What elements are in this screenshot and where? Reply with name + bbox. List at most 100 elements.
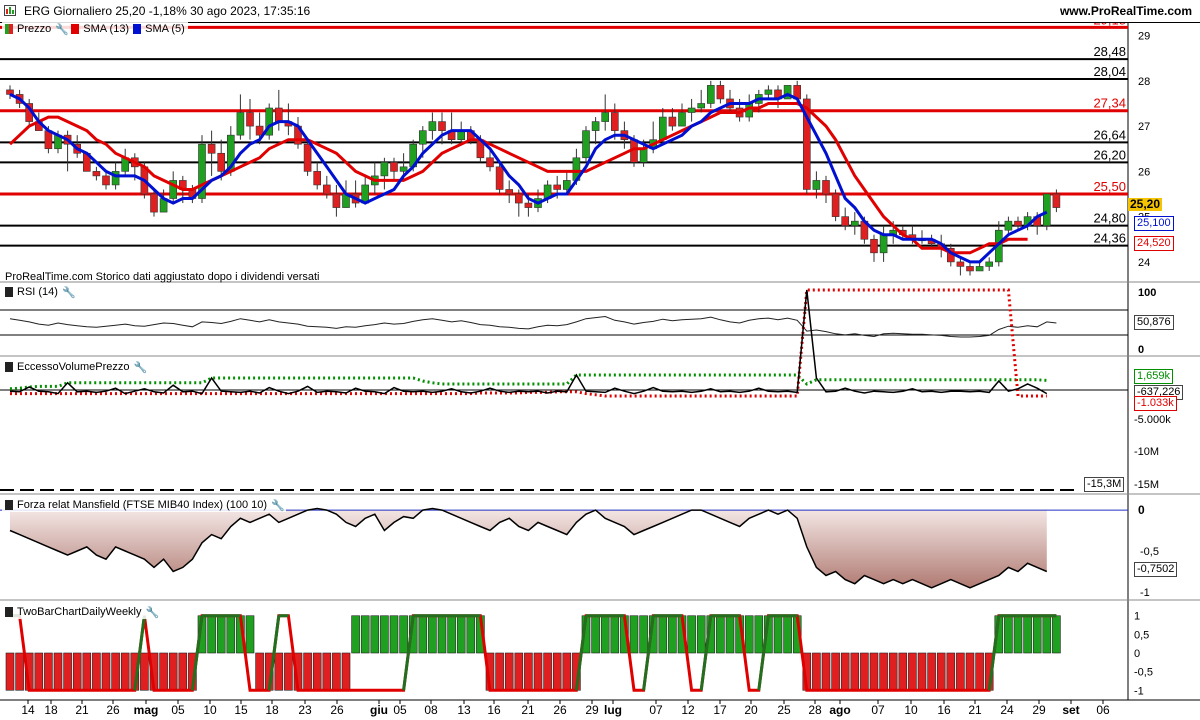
x-tick-label: 21 xyxy=(521,703,535,717)
weekly-bar xyxy=(1004,615,1013,654)
legend-sma13[interactable]: SMA (13) xyxy=(83,23,130,35)
wrench-icon[interactable]: 🔧 xyxy=(133,362,148,374)
candle-body xyxy=(850,220,859,226)
x-tick-label: 10 xyxy=(203,703,217,717)
candle-body xyxy=(169,180,177,199)
daily-line xyxy=(10,614,1057,692)
weekly-bar xyxy=(725,615,735,654)
twobar-title[interactable]: TwoBarChartDailyWeekly xyxy=(17,606,142,618)
weekly-bar xyxy=(831,652,840,691)
legend-price[interactable]: Prezzo xyxy=(17,23,52,35)
volume-title[interactable]: EccessoVolumePrezzo xyxy=(17,361,130,373)
weekly-bar xyxy=(687,615,696,654)
weekly-bar xyxy=(936,652,946,691)
daily-line-up xyxy=(267,615,281,691)
weekly-bar xyxy=(34,652,44,691)
weekly-bar xyxy=(504,652,514,691)
price-tick-label: 29 xyxy=(1138,31,1150,43)
rsi-tick-label: 100 xyxy=(1138,287,1156,299)
mansfield-title[interactable]: Forza relat Mansfield (FTSE MIB40 Index)… xyxy=(17,499,268,511)
candle-body xyxy=(783,85,792,100)
chart-title: ERG Giornaliero 25,20 -1,18% 30 ago 2023… xyxy=(24,4,311,18)
x-tick-label: 25 xyxy=(777,703,791,717)
volume-tick-label: -5.000k xyxy=(1134,414,1171,426)
candle-body xyxy=(553,184,562,190)
weekly-bar xyxy=(783,615,792,654)
x-tick-label: ago xyxy=(829,703,850,717)
weekly-bar xyxy=(322,652,332,691)
volume-legend: EccessoVolumePrezzo 🔧 xyxy=(2,360,149,374)
mansfield-tick-label: -1 xyxy=(1140,587,1150,599)
candle-body xyxy=(639,148,648,163)
weekly-bar xyxy=(562,652,572,691)
weekly-bar xyxy=(552,652,562,691)
weekly-bar xyxy=(82,652,92,691)
candle-body xyxy=(150,193,158,213)
candle-body xyxy=(802,98,811,190)
candle-body xyxy=(716,85,725,100)
weekly-bar xyxy=(140,652,149,691)
weekly-bar xyxy=(840,652,850,691)
x-tick-label: 05 xyxy=(171,703,185,717)
rsi-tick-label: 0 xyxy=(1138,344,1144,356)
candle-body xyxy=(274,107,283,122)
weekly-bar xyxy=(1013,615,1023,654)
rsi-title[interactable]: RSI (14) xyxy=(17,286,58,298)
wrench-icon[interactable]: 🔧 xyxy=(61,287,76,299)
weekly-bar xyxy=(879,652,888,691)
weekly-bar xyxy=(965,652,975,691)
weekly-bar xyxy=(956,652,965,691)
weekly-bar xyxy=(72,652,82,691)
weekly-bar xyxy=(812,652,821,691)
weekly-bar xyxy=(15,652,24,691)
weekly-bar xyxy=(92,652,101,691)
candle-body xyxy=(255,125,264,136)
mansfield-line xyxy=(9,507,1048,589)
weekly-bar xyxy=(255,652,264,691)
sma5-badge: 25,100 xyxy=(1134,216,1174,231)
candle-icon xyxy=(5,24,13,34)
wrench-icon[interactable]: 🔧 xyxy=(145,607,160,619)
weekly-bar xyxy=(1042,615,1052,654)
legend-sma5[interactable]: SMA (5) xyxy=(145,23,185,35)
candle-body xyxy=(495,166,504,190)
x-tick-label: 16 xyxy=(487,703,501,717)
wrench-icon[interactable]: 🔧 xyxy=(271,500,285,512)
note-text: ProRealTime.com Storico dati aggiustato … xyxy=(5,271,320,283)
weekly-bar xyxy=(946,652,956,691)
x-tick-label: 26 xyxy=(330,703,344,717)
daily-line-up xyxy=(190,615,204,691)
brand-link[interactable]: www.ProRealTime.com xyxy=(1059,4,1192,18)
window-icon[interactable] xyxy=(4,5,16,16)
level-label: 27,34 xyxy=(1093,96,1126,111)
candle-body xyxy=(380,162,389,177)
x-tick-label: 08 xyxy=(424,703,438,717)
wrench-icon[interactable]: 🔧 xyxy=(55,24,69,36)
last-price-badge: 25,20 xyxy=(1128,197,1163,211)
weekly-bar xyxy=(120,652,130,691)
level-label: 25,50 xyxy=(1093,179,1126,194)
weekly-bar xyxy=(869,652,879,691)
weekly-bar xyxy=(658,615,668,654)
candle-body xyxy=(870,238,878,254)
level-label: 26,64 xyxy=(1093,127,1126,142)
weekly-bar xyxy=(495,652,504,691)
price-legend: Prezzo 🔧 SMA (13) SMA (5) xyxy=(2,22,188,36)
daily-line-up xyxy=(402,615,415,691)
weekly-bar xyxy=(716,615,725,654)
candle-body xyxy=(217,152,225,172)
twobar-swatch xyxy=(5,607,13,617)
sma5-swatch xyxy=(133,24,142,34)
adjustment-note: ProRealTime.com Storico dati aggiustato … xyxy=(2,270,322,284)
daily-line-up xyxy=(642,615,655,691)
weekly-bar xyxy=(456,615,466,654)
candle-body xyxy=(111,171,120,186)
x-tick-label: 07 xyxy=(649,703,663,717)
level-label: 24,80 xyxy=(1093,211,1126,226)
candle-body xyxy=(486,157,494,168)
weekly-bar xyxy=(1032,615,1042,654)
candle-body xyxy=(514,193,523,204)
x-tick-label: 07 xyxy=(871,703,885,717)
rsi-swatch xyxy=(5,287,13,297)
